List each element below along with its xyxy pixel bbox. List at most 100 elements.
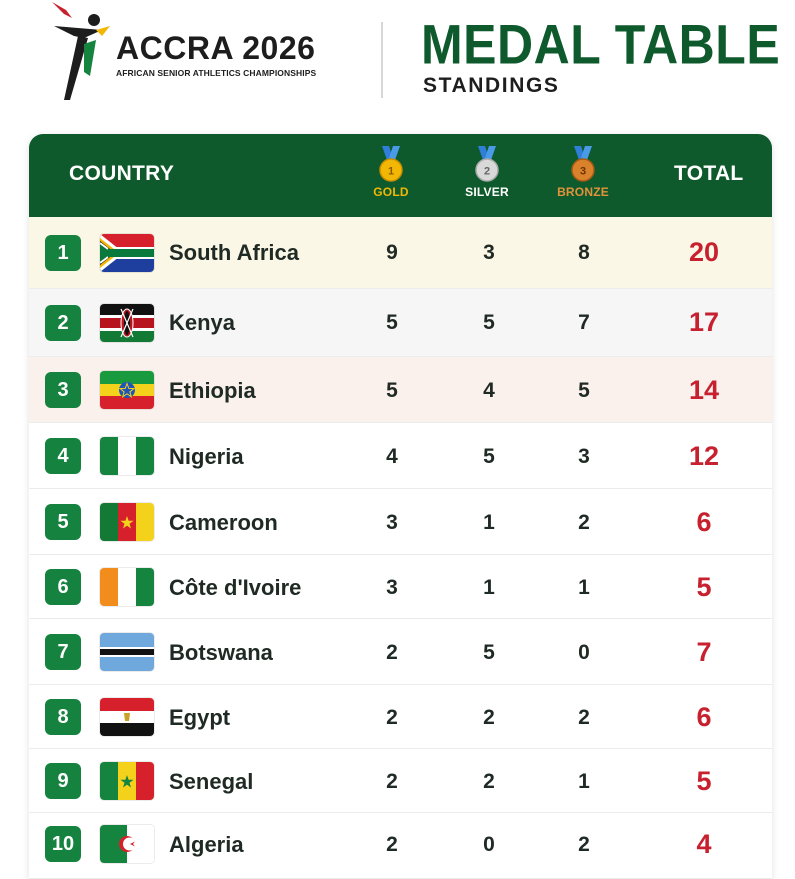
total-count: 4	[696, 829, 712, 859]
gold-medal-number: 1	[388, 166, 394, 178]
table-header: COUNTRY 1 GOLD 2 SILVER	[29, 134, 772, 217]
table-row: 9 Senegal 2 2 1 5	[29, 749, 772, 813]
table-row: 8 Egypt 2 2 2 6	[29, 685, 772, 749]
silver-count: 2	[483, 770, 495, 793]
bronze-count: 2	[578, 511, 590, 534]
table-row: 2 Kenya 5 5 7 17	[29, 289, 772, 357]
column-header-country: COUNTRY	[69, 162, 175, 185]
silver-count: 5	[483, 641, 495, 664]
bronze-count: 1	[578, 576, 590, 599]
silver-count: 3	[483, 241, 495, 264]
total-count: 7	[696, 637, 712, 667]
silver-medal-icon: 2	[475, 146, 499, 182]
rank-badge: 3	[45, 372, 81, 408]
column-label-bronze: BRONZE	[557, 185, 609, 199]
gold-count: 4	[386, 445, 398, 468]
rank-badge: 6	[45, 569, 81, 605]
gold-count: 2	[386, 770, 398, 793]
table-row: 5 Cameroon 3 1 2 6	[29, 489, 772, 555]
nigeria-flag-icon	[100, 437, 154, 475]
event-logo: ACCRA 2026 AFRICAN SENIOR ATHLETICS CHAM…	[44, 0, 344, 110]
country-name: Côte d'Ivoire	[169, 575, 302, 600]
column-header-total: TOTAL	[674, 162, 744, 185]
silver-count: 1	[483, 576, 495, 599]
total-count: 6	[696, 702, 712, 732]
medal-table: COUNTRY 1 GOLD 2 SILVER	[29, 134, 772, 879]
bronze-count: 2	[578, 833, 590, 856]
ethiopia-flag-icon	[100, 371, 154, 409]
senegal-flag-icon	[100, 762, 154, 800]
table-row: 1 South Africa 9 3 8 20	[29, 217, 772, 289]
gold-count: 2	[386, 641, 398, 664]
total-count: 14	[688, 375, 720, 405]
column-header-gold: 1 GOLD	[351, 146, 431, 199]
country-name: Algeria	[169, 832, 244, 857]
bronze-count: 0	[578, 641, 590, 664]
silver-count: 0	[483, 833, 495, 856]
silver-count: 5	[483, 445, 495, 468]
silver-count: 2	[483, 706, 495, 729]
botswana-flag-icon	[100, 633, 154, 671]
total-count: 5	[696, 766, 712, 796]
page-title: MEDAL TABLE	[421, 13, 781, 76]
rank-badge: 5	[45, 504, 81, 540]
silver-count: 4	[483, 379, 495, 402]
gold-count: 3	[386, 576, 398, 599]
country-name: Senegal	[169, 769, 254, 794]
gold-count: 2	[386, 706, 398, 729]
gold-count: 2	[386, 833, 398, 856]
south-africa-flag-icon	[100, 234, 154, 272]
silver-count: 1	[483, 511, 495, 534]
total-count: 5	[696, 572, 712, 602]
bronze-count: 5	[578, 379, 590, 402]
country-name: Kenya	[169, 310, 236, 335]
event-subtitle: AFRICAN SENIOR ATHLETICS CHAMPIONSHIPS	[116, 68, 317, 78]
gold-count: 5	[386, 379, 398, 402]
bronze-count: 3	[578, 445, 590, 468]
gold-count: 5	[386, 311, 398, 334]
table-row: 4 Nigeria 4 5 3 12	[29, 423, 772, 489]
country-name: Egypt	[169, 705, 231, 730]
bronze-count: 2	[578, 706, 590, 729]
table-row: 10 Algeria 2 0 2 4	[29, 813, 772, 879]
rank-badge: 10	[45, 826, 81, 862]
table-row: 6 Côte d'Ivoire 3 1 1 5	[29, 555, 772, 619]
silver-medal-number: 2	[484, 166, 490, 178]
silver-count: 5	[483, 311, 495, 334]
bronze-medal-number: 3	[580, 166, 586, 178]
column-label-silver: SILVER	[465, 185, 509, 199]
kenya-flag-icon	[100, 304, 154, 342]
total-count: 17	[688, 307, 720, 337]
total-count: 12	[688, 441, 720, 471]
table-row: 3 Ethiopia 5 4 5 14	[29, 357, 772, 423]
bronze-count: 1	[578, 770, 590, 793]
bronze-count: 7	[578, 311, 590, 334]
country-name: Ethiopia	[169, 378, 256, 403]
country-name: Nigeria	[169, 444, 244, 469]
total-count: 20	[688, 237, 720, 267]
rank-badge: 8	[45, 699, 81, 735]
header-divider	[381, 22, 383, 98]
rank-badge: 9	[45, 763, 81, 799]
column-header-bronze: 3 BRONZE	[543, 146, 623, 199]
country-name: South Africa	[169, 240, 299, 265]
egypt-flag-icon	[100, 698, 154, 736]
gold-medal-icon: 1	[379, 146, 403, 182]
column-label-gold: GOLD	[373, 185, 409, 199]
runner-logo-icon	[52, 2, 110, 100]
country-name: Botswana	[169, 640, 273, 665]
rank-badge: 4	[45, 438, 81, 474]
algeria-flag-icon	[100, 825, 154, 863]
gold-count: 9	[386, 241, 398, 264]
cote-divoire-flag-icon	[100, 568, 154, 606]
page-subtitle: STANDINGS	[423, 74, 560, 97]
bronze-medal-icon: 3	[571, 146, 595, 182]
rank-badge: 7	[45, 634, 81, 670]
gold-count: 3	[386, 511, 398, 534]
bronze-count: 8	[578, 241, 590, 264]
table-row: 7 Botswana 2 5 0 7	[29, 619, 772, 685]
column-header-silver: 2 SILVER	[447, 146, 527, 199]
rank-badge: 1	[45, 235, 81, 271]
total-count: 6	[696, 507, 712, 537]
country-name: Cameroon	[169, 510, 278, 535]
